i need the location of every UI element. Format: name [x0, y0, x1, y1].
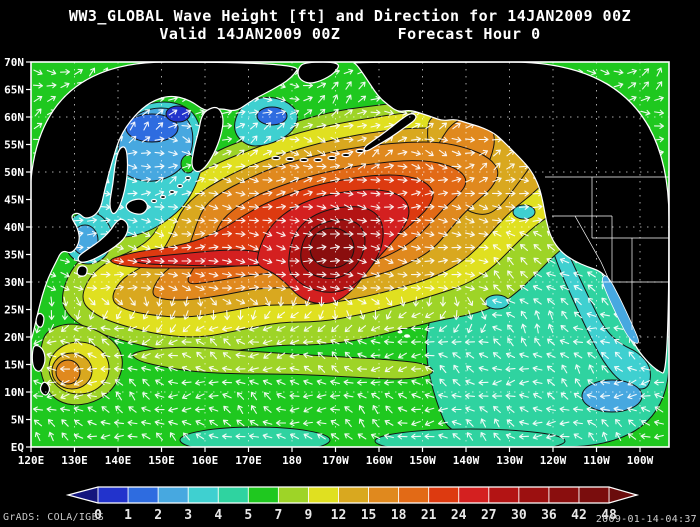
- lat-tick-label: 55N: [4, 139, 24, 152]
- chart-title: WW3_GLOBAL Wave Height [ft] and Directio…: [68, 7, 632, 25]
- lat-tick-label: 65N: [4, 84, 24, 97]
- lon-tick-label: 150W: [409, 454, 436, 467]
- lon-tick-label: 170E: [235, 454, 262, 467]
- lon-tick-label: 120W: [540, 454, 567, 467]
- lat-tick-label: 40N: [4, 221, 24, 234]
- colorbar-tick-label: 18: [391, 508, 407, 523]
- lat-tick-label: EQ: [11, 441, 25, 454]
- lon-tick-label: 160W: [366, 454, 393, 467]
- lon-tick-label: 150E: [148, 454, 175, 467]
- graticule: [30, 62, 669, 447]
- lon-tick-label: 170W: [322, 454, 349, 467]
- lon-tick-label: 180: [282, 454, 302, 467]
- lat-tick-label: 30N: [4, 276, 24, 289]
- lon-tick-label: 100W: [627, 454, 654, 467]
- colorbar-tick-label: 12: [331, 508, 347, 523]
- colorbar-tick-label: 48: [601, 508, 617, 523]
- colorbar-tick-label: 1: [124, 508, 132, 523]
- lon-tick-label: 120E: [18, 454, 45, 467]
- lon-tick-label: 160E: [192, 454, 219, 467]
- colorbar-tick-label: 21: [421, 508, 437, 523]
- lat-tick-label: 25N: [4, 304, 24, 317]
- colorbar-tick-label: 9: [305, 508, 313, 523]
- chart-subtitle: Valid 14JAN2009 00Z Forecast Hour 0: [159, 25, 541, 43]
- lat-tick-label: 45N: [4, 194, 24, 207]
- colorbar-legend: 0 1 2 3 4 5 7 9 12 15 18 21 24 27 30 36 42 48: [65, 486, 640, 523]
- lat-tick-label: 20N: [4, 331, 24, 344]
- lon-tick-label: 130E: [61, 454, 88, 467]
- colorbar-tick-label: 7: [274, 508, 282, 523]
- lat-tick-label: 10N: [4, 386, 24, 399]
- lat-tick-label: 50N: [4, 166, 24, 179]
- colorbar-tick-label: 27: [481, 508, 497, 523]
- lat-tick-label: 70N: [4, 56, 24, 69]
- colorbar-tick-label: 24: [451, 508, 467, 523]
- colorbar-tick-label: 3: [184, 508, 192, 523]
- lon-tick-label: 140W: [453, 454, 480, 467]
- grads-credit: GrADS: COLA/IGES: [3, 512, 105, 523]
- lon-tick-label: 110W: [583, 454, 610, 467]
- colorbar-tick-label: 15: [361, 508, 377, 523]
- colorbar-tick-label: 30: [511, 508, 527, 523]
- lat-tick-label: 15N: [4, 359, 24, 372]
- lat-tick-label: 60N: [4, 111, 24, 124]
- colorbar-tick-label: 42: [571, 508, 587, 523]
- axes: 70N 65N 60N 55N 50N 45N 40N 35N 30N 25N 20N 15N 10N 5…: [4, 56, 670, 467]
- lat-tick-label: 5N: [11, 414, 24, 427]
- colorbar-tick-label: 0: [94, 508, 102, 523]
- colorbar-tick-label: 5: [244, 508, 252, 523]
- colorbar-tick-label: 4: [214, 508, 222, 523]
- generation-timestamp: 2009-01-14-04:37: [595, 514, 697, 525]
- lon-tick-label: 140E: [105, 454, 132, 467]
- state-borders: [545, 176, 669, 330]
- lat-tick-label: 35N: [4, 249, 24, 262]
- land-layer: [31, 62, 669, 396]
- colorbar-tick-label: 2: [154, 508, 162, 523]
- lon-tick-label: 130W: [496, 454, 523, 467]
- colorbar-tick-label: 36: [541, 508, 557, 523]
